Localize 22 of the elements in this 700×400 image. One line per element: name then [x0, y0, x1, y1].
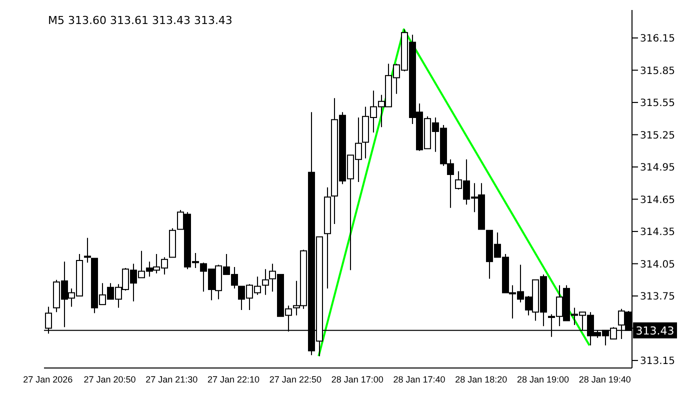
x-tick-label: 27 Jan 2026	[23, 374, 73, 384]
y-tick-label: 315.25	[640, 130, 675, 142]
x-tick-label: 28 Jan 18:20	[455, 374, 508, 384]
x-tick-label: 27 Jan 20:50	[84, 374, 136, 384]
y-tick-label: 313.15	[640, 356, 675, 368]
x-tick-label: 28 Jan 19:40	[578, 374, 631, 384]
x-tick-label: 28 Jan 17:00	[331, 374, 384, 384]
y-tick-label: 314.95	[640, 162, 675, 174]
x-tick-label: 28 Jan 17:40	[393, 374, 446, 384]
chart-title: M5 313.60 313.61 313.43 313.43	[48, 14, 232, 27]
y-tick-label: 314.35	[640, 227, 675, 238]
y-tick-label: 316.15	[640, 34, 675, 44]
y-tick-label: 313.75	[640, 292, 675, 303]
x-tick-label: 27 Jan 21:30	[146, 374, 198, 384]
y-tick-label: 315.55	[640, 98, 675, 110]
ref-line-label: 313.43	[636, 324, 674, 338]
y-tick-label: 314.05	[640, 259, 675, 270]
x-tick-label: 28 Jan 19:00	[517, 374, 570, 384]
y-tick-label: 315.85	[640, 66, 675, 77]
x-tick-label: 27 Jan 22:10	[208, 374, 260, 384]
y-tick-label: 314.65	[640, 194, 675, 206]
x-tick-label: 27 Jan 22:50	[269, 374, 322, 384]
